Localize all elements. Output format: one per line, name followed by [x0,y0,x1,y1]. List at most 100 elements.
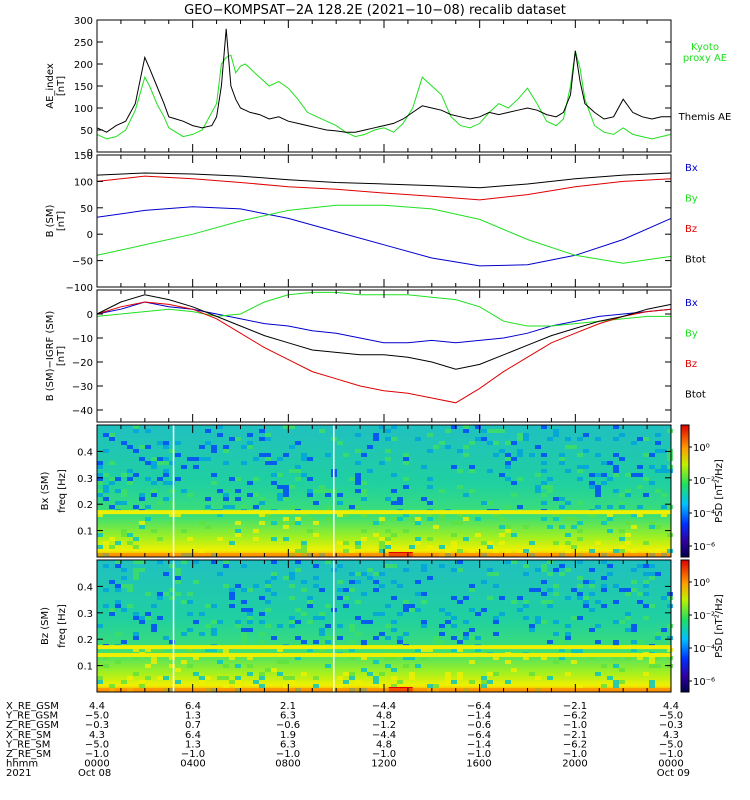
spectrogram-cell [355,580,361,584]
spectrogram-cell [235,624,241,628]
spectrogram-cell [97,624,103,628]
spectrogram-cell [289,624,295,628]
spectrogram-cell [301,672,307,676]
spectrogram-cell [289,616,295,620]
spectrogram-cell [223,461,229,465]
spectrogram-cell [211,604,217,608]
spectrogram-cell [253,505,259,509]
spectrogram-cell [523,600,529,604]
spectrogram-cell [139,560,145,564]
spectrogram-cell [649,604,655,608]
spectrogram-cell [289,584,295,588]
spectrogram-cell [109,580,115,584]
spectrogram-cell [169,481,175,485]
spectrogram-cell [301,473,307,477]
spectrogram-cell [565,541,571,545]
ephemeris-value: −1.2 [372,720,396,731]
spectrogram-cell [565,469,571,473]
spectrogram-cell [391,489,397,493]
spectrogram-cell [211,620,217,624]
spectrogram-cell [295,441,301,445]
spectrogram-cell [535,445,541,449]
spectrogram-cell [523,564,529,568]
spectrogram-cell [133,572,139,576]
spectrogram-cell [175,592,181,596]
spectrogram-cell [613,437,619,441]
spectrogram-cell [379,612,385,616]
spectrogram-cell [589,628,595,632]
spectrogram-cell [151,457,157,461]
spectrogram-cell [325,604,331,608]
spectrogram-cell [163,473,169,477]
ephemeris-value: −2.1 [563,730,587,741]
spectrogram-cell [613,600,619,604]
spectrogram-cell [169,489,175,493]
spectrogram-cell [361,592,367,596]
spectrogram-cell [613,656,619,660]
spectrogram-cell [571,517,577,521]
spectrogram-cell [373,676,379,680]
spectrogram-cell [547,676,553,680]
spectrogram-cell [151,628,157,632]
ephemeris-value: −1.0 [372,749,396,760]
spectrogram-cell [577,437,583,441]
spectrogram-cell [289,425,295,429]
spectrogram-cell [307,489,313,493]
spectrogram-cell [607,564,613,568]
spectrogram-cell [541,564,547,568]
spectrogram-cell [439,632,445,636]
spectrogram-cell [193,457,199,461]
spectrogram-cell [157,441,163,445]
spectrogram-cell [631,588,637,592]
spectrogram-cell [283,489,289,493]
y-tick-label: 300 [74,16,93,27]
spectrogram-cell [379,517,385,521]
spectrogram-cell [325,517,331,521]
spectrogram-cell [229,505,235,509]
spectrogram-cell [481,437,487,441]
y-tick-label: 0 [87,310,93,321]
spectrogram-cell [295,620,301,624]
spectrogram-cell [487,672,493,676]
spectrogram-cell [247,672,253,676]
spectrogram-cell [241,505,247,509]
spectrogram-cell [313,564,319,568]
spectrogram-cell [607,513,613,517]
spectrogram-cell [529,453,535,457]
spectrogram-cell [589,473,595,477]
spectrogram-cell [415,437,421,441]
spectrogram-cell [301,580,307,584]
spectrogram-cell [667,648,673,652]
spectrogram-cell [397,636,403,640]
spectrogram-cell [607,572,613,576]
spectrogram-cell [403,461,409,465]
spectrogram-cell [211,632,217,636]
spectrogram-cell [595,541,601,545]
spectrogram-cell [385,545,391,549]
spectrogram-cell [247,445,253,449]
spectrogram-cell [577,501,583,505]
spectrogram-cell [229,541,235,545]
spectrogram-cell [421,564,427,568]
spectrogram-cell [445,612,451,616]
spectrogram-cell [493,632,499,636]
spectrogram-cell [361,537,367,541]
spectrogram-cell [451,596,457,600]
spectrogram-cell [271,636,277,640]
y-tick-label: 0.4 [77,582,93,593]
spectrogram-cell [283,537,289,541]
spectrogram-cell [259,453,265,457]
spectrogram-cell [553,620,559,624]
spectrogram-cell [193,656,199,660]
spectrogram-cell [601,521,607,525]
spectrogram-cell [547,600,553,604]
y-axis-unit: freq [Hz] [57,469,68,513]
spectrogram-cell [427,576,433,580]
spectrogram-cell [607,676,613,680]
spectrogram-cell [661,513,667,517]
spectrogram-cell [559,461,565,465]
spectrogram-cell [445,620,451,624]
y-tick-label: −100 [66,283,93,294]
spectrogram-cell [133,656,139,660]
spectrogram-cell [175,572,181,576]
